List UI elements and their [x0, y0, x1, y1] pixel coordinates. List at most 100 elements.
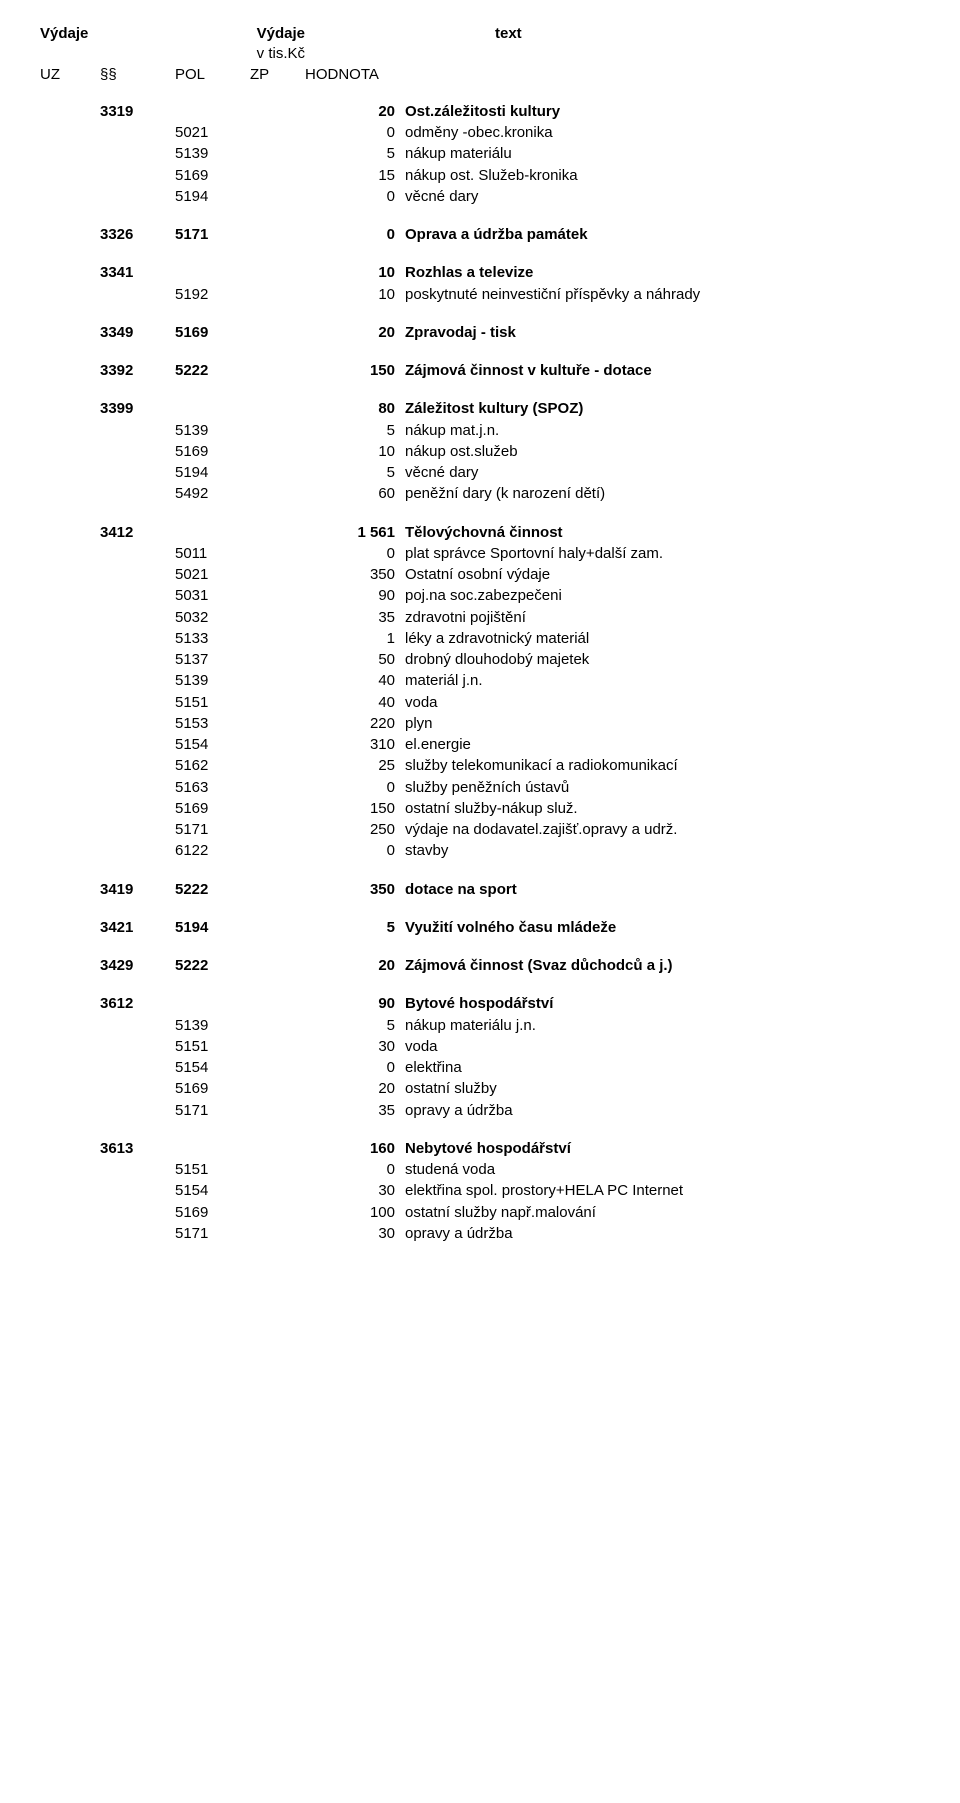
cell-par [100, 463, 175, 483]
cell-pol: 5222 [175, 361, 250, 381]
cell-uz [40, 1181, 100, 1201]
cell-pol: 6122 [175, 841, 250, 861]
cell-par [100, 166, 175, 186]
cell-uz [40, 1160, 100, 1180]
cell-pol: 5151 [175, 693, 250, 713]
cell-text: věcné dary [405, 187, 920, 207]
cell-zp [250, 994, 305, 1014]
cell-uz [40, 144, 100, 164]
cell-value: 20 [305, 102, 405, 122]
cell-pol: 5222 [175, 880, 250, 900]
cell-zp [250, 714, 305, 734]
cell-par [100, 421, 175, 441]
budget-row: 51395nákup materiálu [40, 144, 920, 164]
budget-row: 61220stavby [40, 841, 920, 861]
cell-text: Ost.záležitosti kultury [405, 102, 920, 122]
cell-value: 30 [305, 1224, 405, 1244]
cell-text: elektřina spol. prostory+HELA PC Interne… [405, 1181, 920, 1201]
spacer [40, 246, 920, 262]
cell-uz [40, 994, 100, 1014]
cell-pol: 5154 [175, 1058, 250, 1078]
budget-row: 3613160Nebytové hospodářství [40, 1139, 920, 1159]
hdr-uz: UZ [40, 65, 100, 85]
cell-par [100, 187, 175, 207]
cell-value: 0 [305, 123, 405, 143]
cell-text: věcné dary [405, 463, 920, 483]
budget-row: 513940materiál j.n. [40, 671, 920, 691]
cell-text: služby telekomunikací a radiokomunikací [405, 756, 920, 776]
cell-pol: 5194 [175, 463, 250, 483]
cell-zp [250, 421, 305, 441]
cell-pol: 5151 [175, 1037, 250, 1057]
budget-row: 331920Ost.záležitosti kultury [40, 102, 920, 122]
cell-par [100, 799, 175, 819]
cell-zp [250, 361, 305, 381]
cell-zp [250, 1181, 305, 1201]
cell-zp [250, 484, 305, 504]
cell-pol: 5137 [175, 650, 250, 670]
cell-value: 0 [305, 778, 405, 798]
cell-pol: 5192 [175, 285, 250, 305]
cell-pol: 5021 [175, 565, 250, 585]
cell-text: Bytové hospodářství [405, 994, 920, 1014]
cell-pol: 5163 [175, 778, 250, 798]
cell-pol: 5139 [175, 671, 250, 691]
cell-zp [250, 1079, 305, 1099]
cell-par [100, 608, 175, 628]
cell-par [100, 1101, 175, 1121]
cell-value: 0 [305, 1058, 405, 1078]
cell-uz [40, 484, 100, 504]
cell-text: studená voda [405, 1160, 920, 1180]
cell-zp [250, 756, 305, 776]
budget-row: 503235zdravotni pojištění [40, 608, 920, 628]
cell-par [100, 1016, 175, 1036]
cell-par [100, 693, 175, 713]
cell-value: 220 [305, 714, 405, 734]
cell-zp [250, 608, 305, 628]
cell-par [100, 442, 175, 462]
cell-value: 15 [305, 166, 405, 186]
cell-zp [250, 565, 305, 585]
cell-par [100, 1203, 175, 1223]
cell-pol [175, 523, 250, 543]
cell-text: materiál j.n. [405, 671, 920, 691]
cell-pol: 5162 [175, 756, 250, 776]
cell-pol: 5151 [175, 1160, 250, 1180]
cell-uz [40, 187, 100, 207]
cell-uz [40, 841, 100, 861]
cell-par [100, 1037, 175, 1057]
cell-text: opravy a údržba [405, 1224, 920, 1244]
cell-value: 20 [305, 1079, 405, 1099]
spacer [40, 939, 920, 955]
cell-pol: 5011 [175, 544, 250, 564]
budget-row: 515130voda [40, 1037, 920, 1057]
cell-par [100, 123, 175, 143]
cell-par [100, 144, 175, 164]
cell-value: 25 [305, 756, 405, 776]
cell-text: nákup materiálu [405, 144, 920, 164]
cell-value: 0 [305, 544, 405, 564]
cell-pol: 5021 [175, 123, 250, 143]
cell-zp [250, 956, 305, 976]
cell-pol: 5171 [175, 225, 250, 245]
cell-par: 3429 [100, 956, 175, 976]
cell-par [100, 1058, 175, 1078]
cell-pol [175, 1139, 250, 1159]
cell-par [100, 285, 175, 305]
cell-uz [40, 421, 100, 441]
cell-zp [250, 285, 305, 305]
cell-zp [250, 586, 305, 606]
budget-row: 51510studená voda [40, 1160, 920, 1180]
cell-text: nákup materiálu j.n. [405, 1016, 920, 1036]
spacer [40, 1122, 920, 1138]
cell-zp [250, 323, 305, 343]
cell-value: 150 [305, 361, 405, 381]
cell-pol: 5139 [175, 144, 250, 164]
cell-zp [250, 841, 305, 861]
cell-zp [250, 880, 305, 900]
cell-zp [250, 166, 305, 186]
budget-row: 5169100ostatní služby např.malování [40, 1203, 920, 1223]
cell-uz [40, 586, 100, 606]
cell-pol [175, 399, 250, 419]
hdr-zp: ZP [250, 65, 305, 85]
